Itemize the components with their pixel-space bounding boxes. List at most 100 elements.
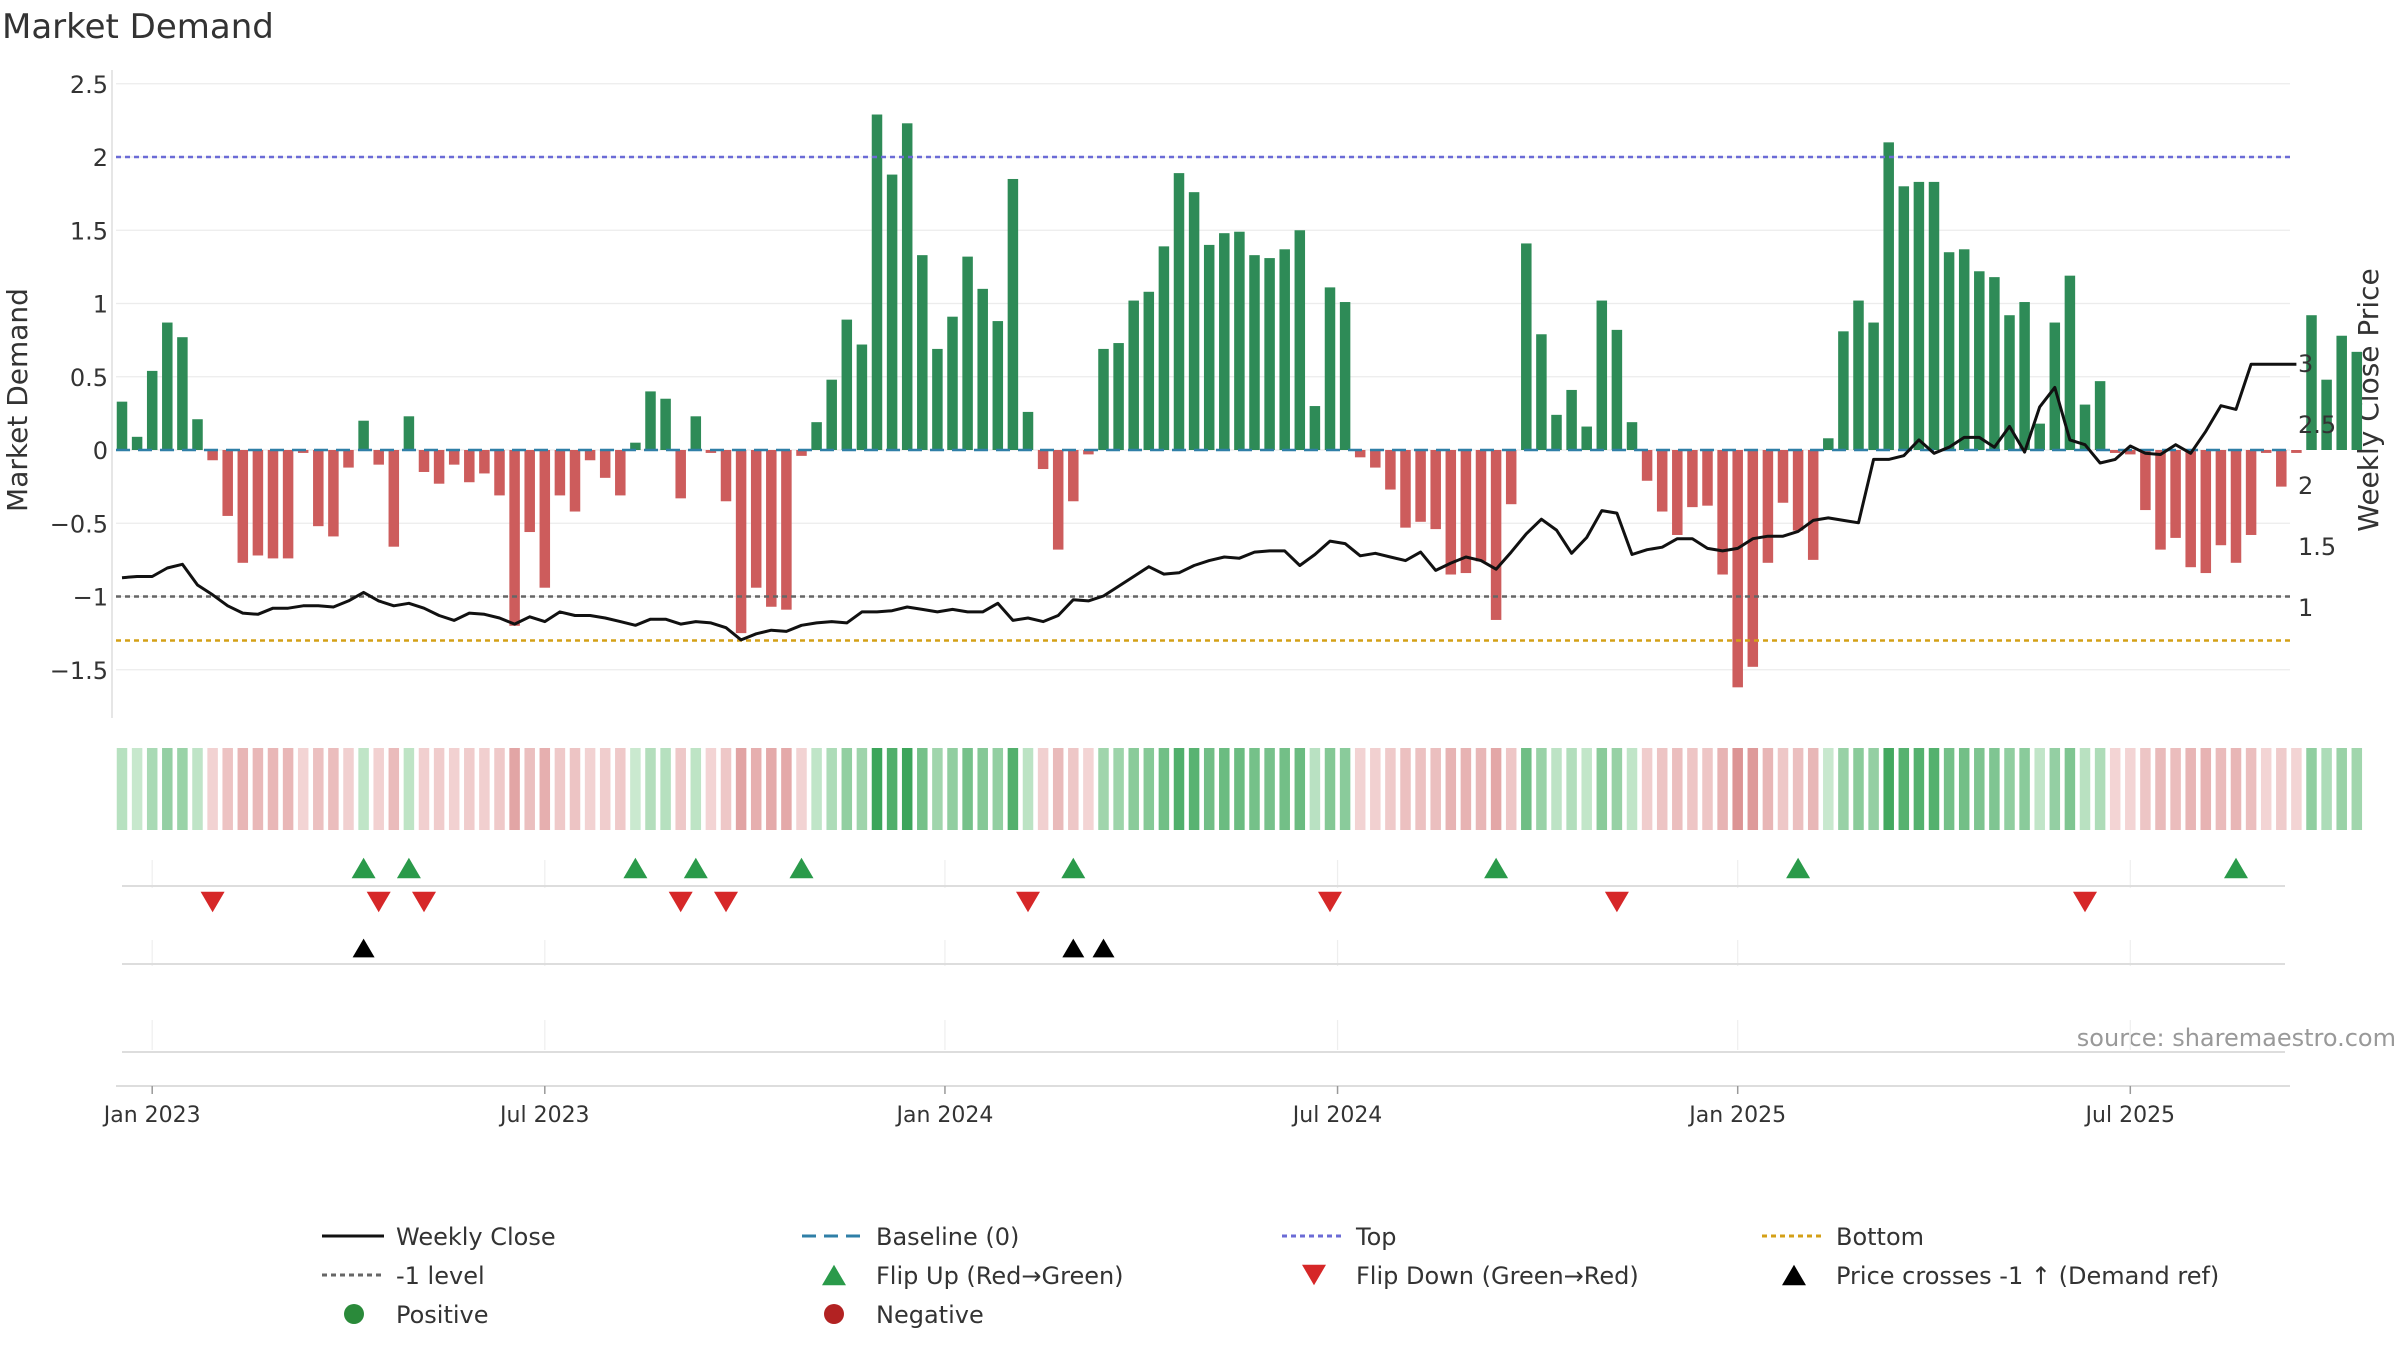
- demand-bar-positive: [1007, 178, 1019, 450]
- demand-bar-negative: [750, 450, 762, 588]
- reference-lines-layer: [116, 155, 2290, 642]
- heat-strip-cell: [1883, 748, 1894, 830]
- heat-strip-cell: [418, 748, 430, 830]
- demand-bar-negative: [1656, 450, 1668, 512]
- x-tick-label: Jan 2023: [102, 1103, 201, 1128]
- demand-bar-negative: [1385, 450, 1396, 490]
- axis-layer: 2.5 2 1.5 1 0.5 0 −0.5 −1 −1.5 3 2.5 2 1.5 1: [50, 70, 2336, 718]
- demand-bar-negative: [569, 450, 581, 512]
- y-axis-label: Market Demand: [1, 288, 34, 512]
- heat-strip-cell: [630, 748, 641, 830]
- demand-bar-negative: [373, 450, 384, 465]
- heat-strip-cell: [1792, 748, 1804, 830]
- heat-strip-cell: [1022, 748, 1034, 830]
- demand-bar-negative: [1717, 450, 1728, 575]
- demand-bar-negative: [1370, 450, 1381, 468]
- y-tick-label: 2.5: [70, 71, 108, 99]
- heat-strip-cell: [1521, 748, 1532, 830]
- demand-bar-negative: [796, 450, 807, 456]
- heat-strip-cell: [328, 748, 339, 830]
- heat-strip-cell: [1505, 748, 1517, 830]
- demand-bar-positive: [1838, 331, 1849, 450]
- heat-strip-cell: [1807, 748, 1819, 830]
- flip-down-marker: [1016, 891, 1040, 913]
- legend-swatch: [822, 1264, 846, 1286]
- demand-bar-negative: [1490, 450, 1502, 620]
- demand-bar-positive: [1188, 192, 1200, 450]
- heat-strip-cell: [1460, 748, 1472, 830]
- demand-bar-positive: [1203, 244, 1215, 450]
- heat-strip-cell: [675, 748, 686, 830]
- demand-bar-negative: [1641, 450, 1653, 481]
- heat-strip-cell: [2306, 748, 2317, 830]
- heat-strip-cell: [1309, 748, 1321, 830]
- demand-bar-negative: [297, 450, 309, 453]
- legend-label: Price crosses -1 ↑ (Demand ref): [1836, 1262, 2219, 1290]
- heat-strip-cell: [2200, 748, 2212, 830]
- heat-strip-cell: [615, 748, 626, 830]
- demand-bar-negative: [464, 450, 475, 483]
- heat-strip-cell: [1158, 748, 1170, 830]
- heat-strip-cell: [1551, 748, 1562, 830]
- demand-bar-negative: [313, 450, 324, 527]
- demand-bar-positive: [886, 174, 898, 450]
- flip-up-marker: [623, 857, 648, 879]
- demand-bar-negative: [222, 450, 233, 516]
- heat-strip-cell: [781, 748, 792, 830]
- demand-bar-positive: [871, 114, 883, 450]
- y2-tick-label: 2.5: [2298, 411, 2336, 439]
- heat-strip-cell: [977, 748, 988, 830]
- demand-bar-negative: [766, 450, 777, 607]
- demand-bar-negative: [328, 450, 339, 537]
- heat-strip-cell: [2170, 748, 2181, 830]
- demand-bar-positive: [2004, 315, 2015, 450]
- demand-bar-positive: [1913, 181, 1925, 450]
- heat-strip-cell: [1037, 748, 1049, 830]
- demand-bar-positive: [992, 321, 1004, 450]
- price-cross-marker: [1062, 938, 1085, 958]
- y2-tick-label: 1: [2298, 594, 2313, 622]
- demand-bar-negative: [2200, 450, 2212, 574]
- heat-strip-cell: [1370, 748, 1381, 830]
- heat-strip-layer: [116, 748, 2363, 830]
- heat-strip-cell: [1732, 748, 1743, 830]
- heat-strip-cell: [343, 748, 354, 830]
- heat-strip-cell: [750, 748, 762, 830]
- y-tick-label: 1.5: [70, 217, 108, 245]
- demand-bar-negative: [237, 450, 249, 563]
- demand-bar-negative: [539, 450, 551, 588]
- heat-strip-cell: [2291, 748, 2302, 830]
- demand-bar-negative: [1702, 450, 1713, 506]
- heat-strip-cell: [1928, 748, 1940, 830]
- demand-bar-positive: [2094, 381, 2106, 450]
- heat-strip-cell: [1747, 748, 1759, 830]
- demand-bar-negative: [705, 450, 717, 453]
- demand-bar-negative: [1777, 450, 1789, 503]
- heat-strip-cell: [2079, 748, 2091, 830]
- legend-label: -1 level: [396, 1262, 485, 1290]
- demand-bar-positive: [1989, 277, 2000, 450]
- demand-bar-positive: [932, 348, 943, 450]
- heat-strip-cell: [313, 748, 324, 830]
- legend: Weekly Close Baseline (0) Top Bottom -1 leve…: [322, 1223, 2219, 1329]
- heat-strip-cell: [1641, 748, 1653, 830]
- demand-bar-positive: [811, 422, 822, 450]
- heat-strip-cell: [796, 748, 807, 830]
- demand-bar-negative: [2291, 450, 2302, 453]
- heat-strip-cell: [554, 748, 566, 830]
- demand-bar-positive: [1219, 233, 1230, 450]
- y-tick-label: −1.5: [50, 657, 108, 685]
- demand-bar-positive: [358, 420, 369, 450]
- demand-bar-positive: [1324, 287, 1336, 450]
- demand-bar-negative: [207, 450, 218, 461]
- demand-bar-positive: [2336, 335, 2347, 450]
- flip-down-marker: [412, 891, 436, 913]
- heat-strip-cell: [2215, 748, 2227, 830]
- heat-strip-cell: [1762, 748, 1774, 830]
- x-tick-label: Jul 2024: [1291, 1103, 1383, 1128]
- flip-down-marker: [668, 891, 693, 913]
- heat-strip-cell: [1566, 748, 1577, 830]
- heat-strip-cell: [1913, 748, 1925, 830]
- demand-bar-negative: [2260, 450, 2272, 453]
- heat-strip-cell: [282, 748, 294, 830]
